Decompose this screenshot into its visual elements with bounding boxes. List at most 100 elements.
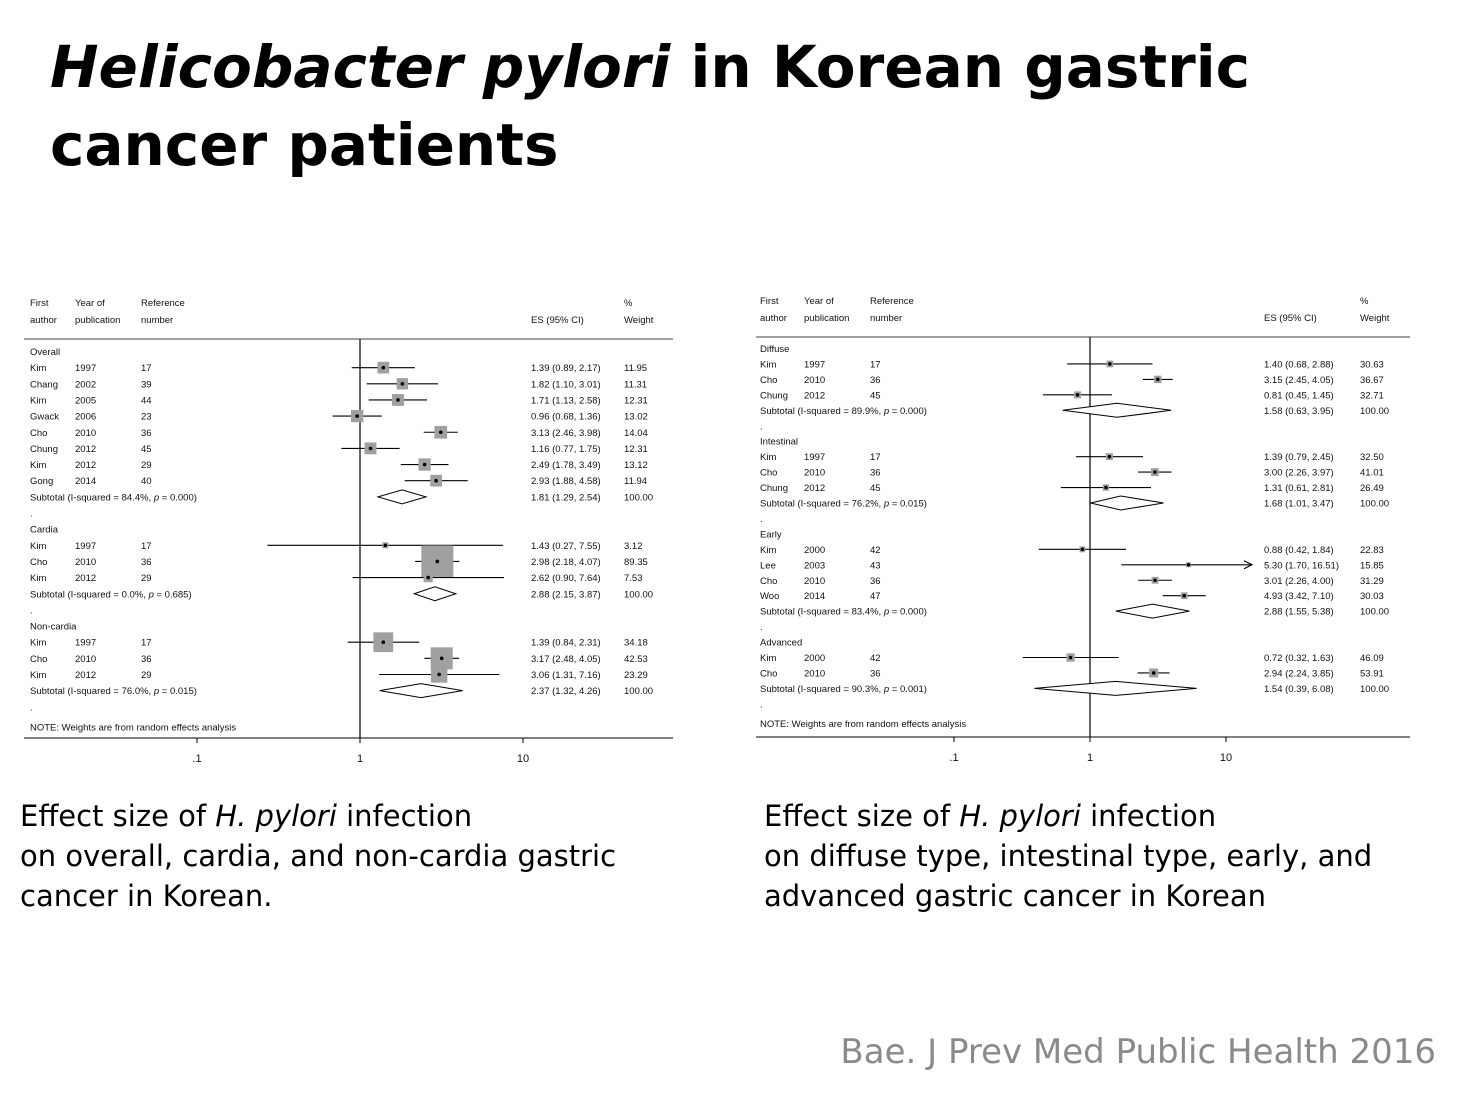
spacer-dot: . [760, 514, 763, 525]
point-estimate [439, 656, 444, 661]
study-row: Chung 2012 45 1.16 (0.77, 1.75) 12.31 [30, 442, 648, 455]
study-year: 2014 [75, 476, 96, 487]
study-es: 1.39 (0.79, 2.45) [1264, 452, 1334, 463]
subtotal-es: 1.58 (0.63, 3.95) [1264, 406, 1334, 417]
caption-line1: Effect size of H. pylori infection [20, 799, 473, 833]
study-row: Woo 2014 47 4.93 (3.42, 7.10) 30.03 [760, 591, 1384, 602]
col-header-ref: Reference [870, 296, 914, 307]
study-es: 1.16 (0.77, 1.75) [531, 444, 601, 455]
subtotal-label-post: = 0.015) [159, 686, 197, 697]
study-author: Kim [30, 638, 46, 649]
slide-title: Helicobacter pylori in Korean gastric can… [50, 28, 1350, 184]
col-header-year: publication [75, 315, 120, 326]
study-es: 3.01 (2.26, 4.00) [1264, 576, 1334, 587]
study-ref: 36 [870, 375, 881, 386]
subgroup-heading: Non-cardia [30, 622, 77, 633]
pooled-diamond [379, 683, 463, 699]
study-ref: 44 [141, 395, 152, 406]
study-weight: 32.71 [1360, 390, 1384, 401]
study-es: 0.72 (0.32, 1.63) [1264, 653, 1334, 664]
caption-italic: H. pylori [959, 799, 1081, 833]
point-estimate [1104, 485, 1108, 490]
subtotal-weight: 100.00 [624, 589, 653, 600]
study-row: Kim 2000 42 0.72 (0.32, 1.63) 46.09 [760, 653, 1384, 664]
study-author: Lee [760, 560, 776, 571]
subtotal-es: 1.54 (0.39, 6.08) [1264, 684, 1334, 695]
subtotal-weight: 100.00 [1360, 607, 1389, 618]
study-row: Chang 2002 39 1.82 (1.10, 3.01) 11.31 [30, 378, 647, 390]
caption-line2: on overall, cardia, and non-cardia gastr… [20, 839, 617, 873]
x-tick-label: 10 [517, 753, 529, 765]
subgroup-heading: Advanced [760, 638, 802, 649]
point-estimate [383, 543, 388, 548]
study-weight: 14.04 [624, 428, 648, 439]
subtotal-label-pre: Subtotal (I-squared = 84.4%, [30, 492, 154, 503]
study-author: Chung [760, 483, 788, 494]
study-ref: 17 [141, 638, 152, 649]
pooled-diamond [1115, 603, 1190, 619]
forest-plot-overall-cardia: First author Year of publication Reference nu… [24, 298, 673, 765]
study-weight: 89.35 [624, 557, 648, 568]
x-tick-label: .1 [192, 753, 201, 765]
col-header-weight: % [624, 298, 633, 309]
pooled-diamond [1034, 680, 1197, 696]
study-row: Kim 1997 17 1.39 (0.79, 2.45) 32.50 [760, 452, 1384, 463]
study-row: Gong 2014 40 2.93 (1.88, 4.58) 11.94 [30, 474, 647, 487]
study-year: 1997 [75, 363, 96, 374]
point-estimate [1068, 655, 1073, 660]
study-row: Kim 1997 17 1.39 (0.89, 2.17) 11.95 [30, 361, 647, 374]
study-author: Kim [30, 541, 46, 552]
subtotal-label-pre: Subtotal (I-squared = 76.2%, [760, 499, 884, 510]
study-author: Chang [30, 379, 58, 390]
spacer-row: . [760, 514, 763, 525]
subtotal-label-post: = 0.001) [889, 684, 927, 695]
study-ref: 36 [141, 428, 152, 439]
subtotal-label-pre: Subtotal (I-squared = 76.0%, [30, 686, 154, 697]
subtotal-label: Subtotal (I-squared = 84.4%, p = 0.000) [30, 492, 197, 503]
subtotal-label-pre: Subtotal (I-squared = 90.3%, [760, 684, 884, 695]
study-es: 0.96 (0.68, 1.36) [531, 412, 601, 423]
study-author: Gong [30, 476, 53, 487]
study-author: Kim [30, 395, 46, 406]
study-year: 2012 [804, 483, 825, 494]
study-es: 0.81 (0.45, 1.45) [1264, 390, 1334, 401]
study-ref: 36 [870, 668, 881, 679]
study-year: 2012 [75, 670, 96, 681]
study-author: Kim [30, 573, 46, 584]
subgroup-label: Cardia [30, 525, 59, 536]
study-year: 2005 [75, 395, 96, 406]
study-es: 4.93 (3.42, 7.10) [1264, 591, 1334, 602]
point-estimate [1151, 671, 1156, 675]
study-ref: 45 [870, 390, 881, 401]
col-header-ref: number [870, 313, 902, 324]
subtotal-label-post: = 0.000) [889, 607, 927, 618]
point-estimate [1080, 547, 1085, 552]
study-es: 1.31 (0.61, 2.81) [1264, 483, 1334, 494]
title-rest: in Korean gastric [670, 33, 1250, 101]
study-weight: 12.31 [624, 395, 648, 406]
caption-line1: Effect size of H. pylori infection [764, 799, 1217, 833]
study-author: Chung [760, 390, 788, 401]
study-ref: 29 [141, 573, 152, 584]
study-year: 2010 [804, 375, 825, 386]
study-row: Cho 2010 36 3.13 (2.46, 3.98) 14.04 [30, 425, 648, 439]
study-row: Kim 2005 44 1.71 (1.13, 2.58) 12.31 [30, 394, 648, 406]
study-row: Cho 2010 36 3.17 (2.48, 4.05) 42.53 [30, 647, 648, 670]
study-ref: 47 [870, 591, 881, 602]
point-estimate [422, 462, 427, 467]
pooled-diamond [1090, 495, 1164, 511]
study-author: Kim [760, 545, 776, 556]
point-estimate [368, 446, 373, 451]
col-header-year: Year of [75, 298, 105, 309]
subtotal-row: Subtotal (I-squared = 90.3%, p = 0.001) 1… [760, 680, 1389, 696]
study-row: Chung 2012 45 1.31 (0.61, 2.81) 26.49 [760, 483, 1384, 494]
point-estimate [1107, 454, 1112, 459]
study-author: Kim [760, 653, 776, 664]
study-weight: 30.63 [1360, 359, 1384, 370]
study-author: Cho [30, 557, 47, 568]
study-weight: 30.03 [1360, 591, 1384, 602]
study-ref: 36 [141, 557, 152, 568]
spacer-row: . [760, 622, 763, 633]
col-header-author: author [30, 315, 57, 326]
study-weight: 31.29 [1360, 576, 1384, 587]
